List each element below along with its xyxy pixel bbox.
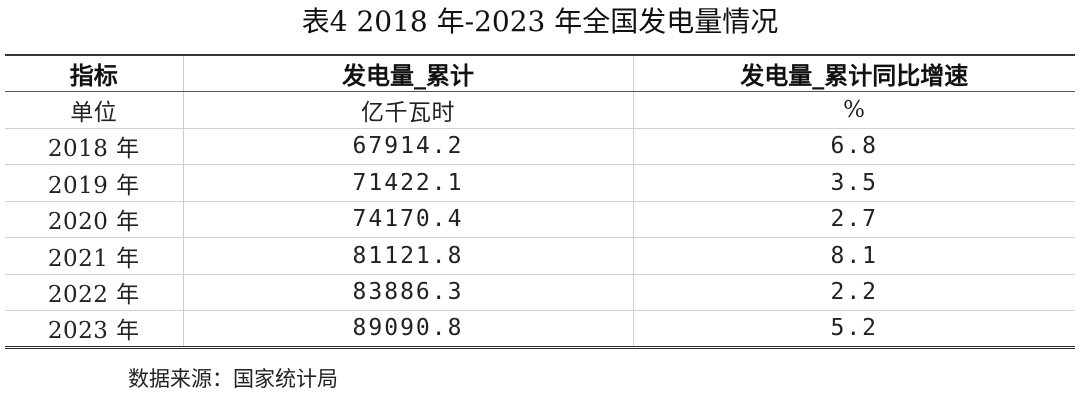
header-row: 指标 发电量_累计 发电量_累计同比增速 <box>5 55 1075 92</box>
row-generation-value: 89090.8 <box>182 310 633 347</box>
unit-label: 单位 <box>5 91 183 129</box>
row-generation-value: 83886.3 <box>182 274 633 311</box>
unit-growth-rate: % <box>632 91 1075 129</box>
row-growth-value: 6.8 <box>632 128 1075 165</box>
row-growth-value: 2.2 <box>632 274 1075 311</box>
power-generation-table: 指标 发电量_累计 发电量_累计同比增速 单位 亿千瓦时 % 2018 年 67… <box>5 54 1075 349</box>
row-generation-value: 67914.2 <box>182 128 633 165</box>
table-row: 2021 年 81121.8 8.1 <box>5 237 1075 275</box>
row-year: 2020 年 <box>5 201 183 238</box>
table-title: 表4 2018 年-2023 年全国发电量情况 <box>301 5 779 38</box>
row-year: 2019 年 <box>5 164 183 202</box>
row-growth-value: 2.7 <box>632 201 1075 238</box>
table-row: 2022 年 83886.3 2.2 <box>5 274 1075 311</box>
row-year: 2022 年 <box>5 274 183 311</box>
table-row: 2019 年 71422.1 3.5 <box>5 164 1075 202</box>
row-generation-value: 81121.8 <box>182 237 633 275</box>
row-year: 2023 年 <box>47 318 140 345</box>
unit-generation: 亿千瓦时 <box>182 91 633 129</box>
row-generation-value: 74170.4 <box>182 201 633 238</box>
row-generation-value: 71422.1 <box>182 164 633 202</box>
table-row: 2023 年 89090.8 5.2 <box>5 310 1075 347</box>
row-growth-value: 8.1 <box>632 237 1075 275</box>
row-year: 2021 年 <box>5 237 183 275</box>
table-row: 2018 年 67914.2 6.8 <box>5 128 1075 165</box>
column-header-generation-cumulative: 发电量_累计 <box>182 55 633 92</box>
data-source-note: 数据来源：国家统计局 <box>128 367 338 391</box>
column-header-growth-rate: 发电量_累计同比增速 <box>632 55 1075 92</box>
row-growth-value: 5.2 <box>632 310 1075 347</box>
row-year: 2018 年 <box>5 128 183 165</box>
table-row: 2020 年 74170.4 2.7 <box>5 201 1075 238</box>
column-header-indicator: 指标 <box>5 55 183 92</box>
unit-row: 单位 亿千瓦时 % <box>5 91 1075 129</box>
row-growth-value: 3.5 <box>632 164 1075 202</box>
